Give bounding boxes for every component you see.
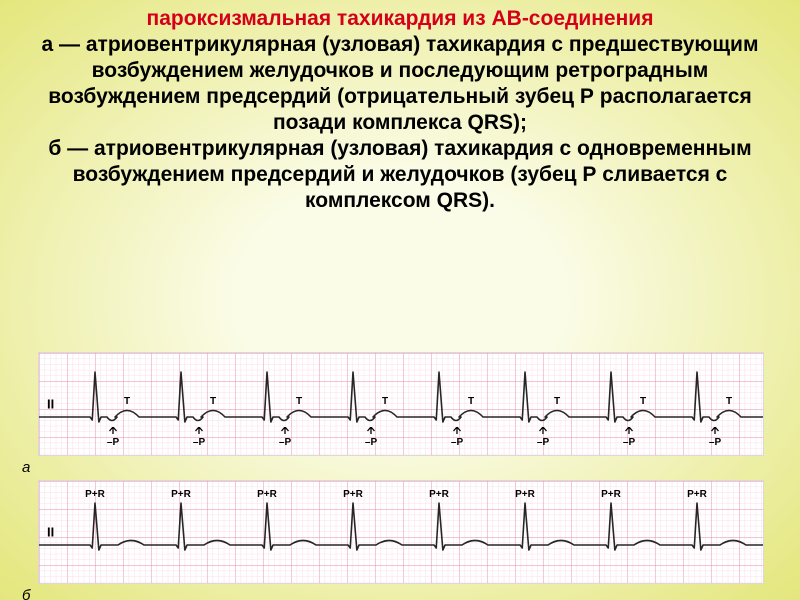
arrow-up-icon — [108, 427, 119, 438]
arrow-up-icon — [538, 427, 549, 438]
arrow-up-icon — [624, 427, 635, 438]
lead-label-a: II — [47, 397, 54, 412]
arrow-up-icon — [366, 427, 377, 438]
ecg-svg — [39, 353, 764, 456]
arrow-up-icon — [452, 427, 463, 438]
slide-root: пароксизмальная тахикардия из АВ-соедине… — [0, 0, 800, 600]
arrow-up-icon — [194, 427, 205, 438]
ecg-strip-b: II P+RP+RP+RP+RP+RP+RP+RP+R — [38, 480, 764, 584]
arrow-up-icon — [710, 427, 721, 438]
body-paragraph-a: а — атриовентрикулярная (узловая) тахика… — [26, 32, 774, 136]
ecg-strip-b-wrap: II P+RP+RP+RP+RP+RP+RP+RP+R б — [26, 480, 774, 584]
ecg-strip-a: II T–PT–PT–PT–PT–PT–PT–PT–P — [38, 352, 764, 456]
row-letter-a: а — [22, 459, 30, 476]
ecg-figure: II T–PT–PT–PT–PT–PT–PT–PT–P а II P+RP+RP… — [26, 218, 774, 598]
ecg-svg — [39, 481, 764, 584]
ecg-strip-a-wrap: II T–PT–PT–PT–PT–PT–PT–PT–P а — [26, 352, 774, 456]
arrow-up-icon — [280, 427, 291, 438]
lead-label-b: II — [47, 525, 54, 540]
row-letter-b: б — [22, 587, 30, 600]
body-paragraph-b: б — атриовентрикулярная (узловая) тахика… — [26, 136, 774, 214]
slide-title: пароксизмальная тахикардия из АВ-соедине… — [26, 6, 774, 32]
text-block: пароксизмальная тахикардия из АВ-соедине… — [26, 6, 774, 214]
